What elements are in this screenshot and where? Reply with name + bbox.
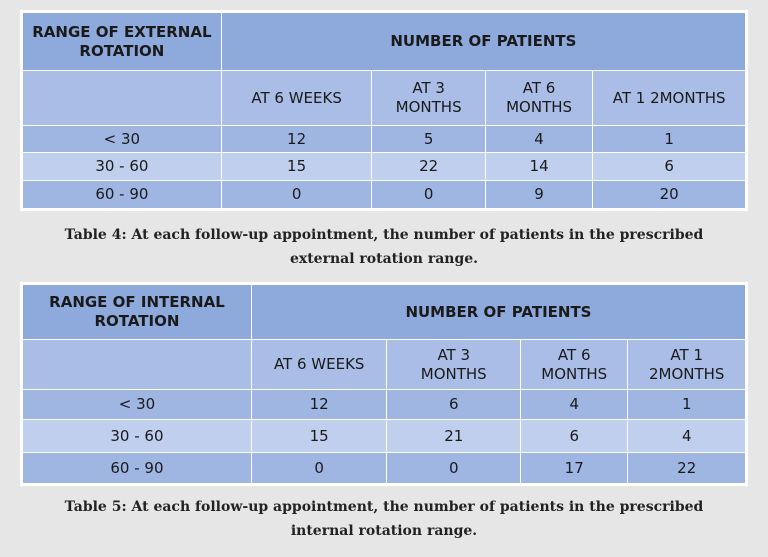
data-row: 60 - 90 0 0 17 22 (22, 452, 746, 484)
column-header: AT 3 MONTHS (386, 339, 521, 390)
cell: 21 (386, 419, 521, 453)
cell: 15 (220, 152, 373, 181)
column-header: AT 6 WEEKS (250, 339, 388, 390)
cell: 0 (371, 180, 486, 209)
cell: 5 (371, 125, 486, 153)
column-header: AT 6 MONTHS (484, 70, 594, 126)
cell: 4 (627, 419, 746, 453)
cell: 4 (519, 389, 629, 420)
cell: 1 (627, 389, 746, 420)
cell: 15 (250, 419, 388, 453)
row-label: < 30 (22, 389, 252, 420)
subheader-row: AT 6 WEEKS AT 3 MONTHS AT 6 MONTHS AT 1 2MO… (22, 339, 746, 390)
data-row: < 30 12 6 4 1 (22, 389, 746, 420)
data-row: 30 - 60 15 22 14 6 (22, 152, 746, 181)
data-row: < 30 12 5 4 1 (22, 125, 746, 153)
table-frame: RANGE OF EXTERNAL ROTATION NUMBER OF PATI… (20, 10, 748, 211)
column-header: AT 1 2MONTHS (627, 339, 746, 390)
row-label-header: RANGE OF EXTERNAL ROTATION (22, 12, 222, 71)
header-row: RANGE OF INTERNAL ROTATION NUMBER OF PATI… (22, 284, 747, 340)
column-header: AT 1 2MONTHS (592, 70, 746, 126)
data-row: 60 - 90 0 0 9 20 (22, 180, 746, 209)
empty-cell (22, 70, 222, 126)
cell: 6 (519, 419, 629, 453)
column-header: AT 6 MONTHS (519, 339, 629, 390)
row-label-header: RANGE OF INTERNAL ROTATION (22, 284, 252, 340)
header-row: RANGE OF EXTERNAL ROTATION NUMBER OF PATI… (22, 12, 747, 71)
column-header: AT 3 MONTHS (371, 70, 486, 126)
cell: 14 (484, 152, 594, 181)
cell: 22 (627, 452, 746, 484)
row-label: < 30 (22, 125, 222, 153)
subheader-row: AT 6 WEEKS AT 3 MONTHS AT 6 MONTHS AT 1 2MO… (22, 70, 746, 126)
cell: 20 (592, 180, 746, 209)
group-header: NUMBER OF PATIENTS (250, 284, 747, 340)
caption: Table 5: At each follow-up appointment, … (64, 499, 704, 539)
empty-cell (22, 339, 252, 390)
cell: 0 (250, 452, 388, 484)
table: RANGE OF EXTERNAL ROTATION NUMBER OF PATI… (22, 12, 747, 209)
cell: 6 (386, 389, 521, 420)
cell: 17 (519, 452, 629, 484)
table-frame: RANGE OF INTERNAL ROTATION NUMBER OF PATI… (20, 282, 748, 486)
group-header: NUMBER OF PATIENTS (220, 12, 747, 71)
cell: 12 (250, 389, 388, 420)
cell: 0 (386, 452, 521, 484)
cell: 12 (220, 125, 373, 153)
cell: 9 (484, 180, 594, 209)
cell: 6 (592, 152, 746, 181)
caption: Table 4: At each follow-up appointment, … (64, 227, 704, 267)
cell: 0 (220, 180, 373, 209)
data-row: 30 - 60 15 21 6 4 (22, 419, 746, 453)
row-label: 30 - 60 (22, 419, 252, 453)
row-label: 60 - 90 (22, 180, 222, 209)
cell: 4 (484, 125, 594, 153)
cell: 1 (592, 125, 746, 153)
row-label: 30 - 60 (22, 152, 222, 181)
table: RANGE OF INTERNAL ROTATION NUMBER OF PATI… (22, 284, 747, 484)
cell: 22 (371, 152, 486, 181)
column-header: AT 6 WEEKS (220, 70, 373, 126)
row-label: 60 - 90 (22, 452, 252, 484)
